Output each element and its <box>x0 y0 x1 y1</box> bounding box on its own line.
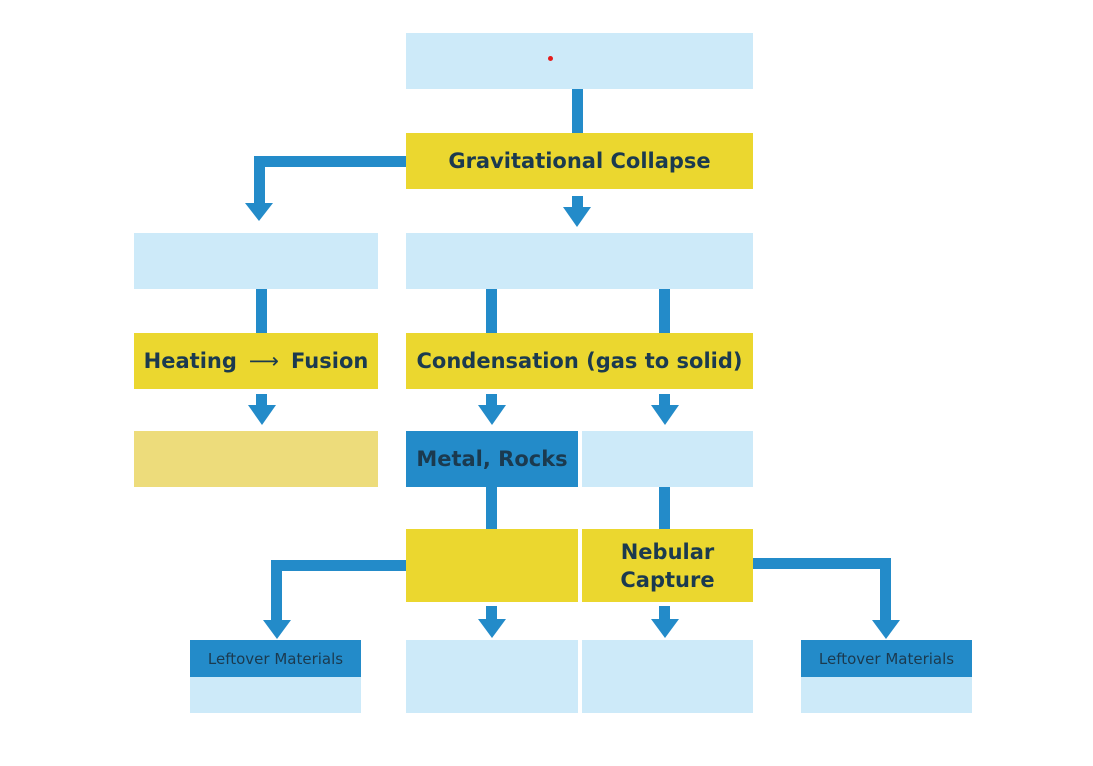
connector-right-nebular <box>659 487 670 530</box>
nebular-label: Nebular <box>620 539 715 564</box>
leftover-materials-left-blank <box>190 677 361 713</box>
left-result-blank-box <box>134 431 378 487</box>
connector-centermid-cond-left <box>486 288 497 334</box>
connector-leftmid-heating <box>256 288 267 334</box>
leftover-materials-right-blank <box>801 677 972 713</box>
connector-cond-down-left <box>486 394 497 406</box>
arrowhead-collapse-left <box>245 203 273 221</box>
fusion-label: Fusion <box>291 349 369 373</box>
arrowhead-cond-down-left <box>478 405 506 425</box>
capture-label: Capture <box>620 567 715 592</box>
center-mid-blank-box <box>406 233 753 289</box>
connector-heating-down <box>256 394 267 406</box>
heating-label: Heating <box>143 349 237 373</box>
arrowhead-accretion-left <box>263 620 291 639</box>
leftover-materials-left-box: Leftover Materials <box>190 640 361 713</box>
accretion-blank-box <box>406 529 578 602</box>
gravitational-collapse-box: Gravitational Collapse <box>406 133 753 189</box>
arrowhead-nebular-down <box>651 619 679 638</box>
connector-cond-down-right <box>659 394 670 406</box>
connector-accretion-down <box>486 606 497 620</box>
arrowhead-collapse-down <box>563 207 591 227</box>
arrowhead-heating-down <box>248 405 276 425</box>
top-blank-box <box>406 33 753 89</box>
heating-to-fusion-arrow: ⟶ <box>248 349 279 373</box>
connector-nebular-right-v <box>880 558 891 620</box>
connector-accretion-left-v <box>271 560 282 622</box>
arrowhead-cond-down-right <box>651 405 679 425</box>
connector-collapse-down <box>572 196 583 208</box>
heating-fusion-box: Heating ⟶ Fusion <box>134 333 378 389</box>
bottom-center-right-blank-box <box>582 640 753 713</box>
connector-nebular-right-h <box>752 558 891 569</box>
leftover-materials-left-label: Leftover Materials <box>190 640 361 677</box>
leftover-materials-right-box: Leftover Materials <box>801 640 972 713</box>
nebular-capture-box: Nebular Capture <box>582 529 753 602</box>
connector-collapse-left-v <box>254 156 265 204</box>
metal-rocks-box: Metal, Rocks <box>406 431 578 487</box>
connector-metal-accretion <box>486 487 497 530</box>
arrowhead-accretion-down <box>478 619 506 638</box>
condensation-box: Condensation (gas to solid) <box>406 333 753 389</box>
connector-nebular-down <box>659 606 670 620</box>
connector-collapse-left-h <box>254 156 406 167</box>
connector-centermid-cond-right <box>659 288 670 334</box>
right-result-blank-box <box>582 431 753 487</box>
leftover-materials-right-label: Leftover Materials <box>801 640 972 677</box>
arrowhead-nebular-right <box>872 620 900 639</box>
connector-accretion-left-h <box>271 560 406 571</box>
bottom-center-left-blank-box <box>406 640 578 713</box>
left-mid-blank-box <box>134 233 378 289</box>
connector-top-collapse <box>572 88 583 134</box>
red-dot-marker <box>548 56 553 61</box>
